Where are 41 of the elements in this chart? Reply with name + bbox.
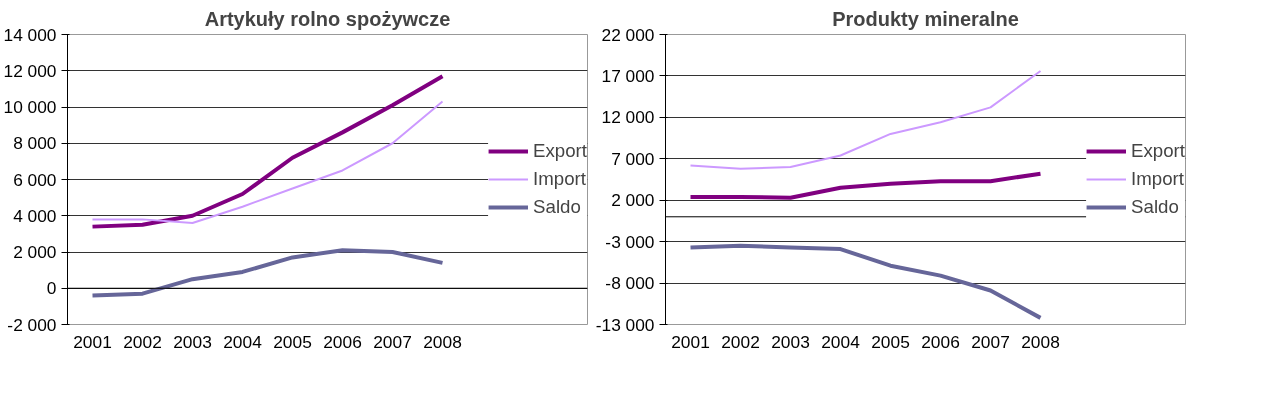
- chart-title: Artykuły rolno spożywcze: [204, 7, 451, 30]
- y-tick-label: 17 000: [601, 65, 655, 86]
- legend-label: Export: [533, 140, 587, 162]
- x-tick-label: 2007: [373, 331, 412, 352]
- legend-label: Saldo: [533, 196, 581, 218]
- x-tick-label: 2008: [423, 331, 462, 352]
- y-tick-label: 22 000: [601, 24, 655, 45]
- y-tick-label: 0: [46, 278, 57, 299]
- x-tick-label: 2002: [123, 331, 162, 352]
- y-tick-label: 12 000: [3, 60, 57, 81]
- x-tick-label: 2006: [921, 331, 960, 352]
- y-tick-label: -2 000: [7, 314, 57, 335]
- legend-label: Import: [1131, 168, 1184, 190]
- x-tick-label: 2007: [971, 331, 1010, 352]
- x-tick-label: 2001: [73, 331, 112, 352]
- x-tick-label: 2001: [671, 331, 710, 352]
- y-tick-label: 10 000: [3, 97, 57, 117]
- x-tick-label: 2004: [821, 331, 861, 352]
- y-tick-label: 7 000: [611, 148, 655, 169]
- y-tick-label: 12 000: [601, 107, 655, 128]
- y-tick-label: 2 000: [611, 190, 655, 211]
- y-tick-label: -13 000: [595, 314, 655, 335]
- legend-label: Saldo: [1131, 196, 1179, 218]
- x-tick-label: 2005: [273, 331, 312, 352]
- y-tick-label: 6 000: [13, 169, 57, 190]
- y-tick-label: 8 000: [13, 133, 57, 154]
- x-tick-label: 2002: [721, 331, 760, 352]
- chart-title: Produkty mineralne: [832, 7, 1019, 30]
- x-tick-label: 2005: [871, 331, 910, 352]
- y-tick-label: 4 000: [13, 205, 57, 226]
- x-tick-label: 2003: [771, 331, 810, 352]
- x-tick-label: 2004: [223, 331, 263, 352]
- legend-label: Export: [1131, 140, 1185, 162]
- y-tick-label: -8 000: [605, 273, 655, 294]
- y-tick-label: -3 000: [605, 231, 655, 252]
- x-tick-label: 2003: [173, 331, 212, 352]
- y-tick-label: 14 000: [3, 24, 57, 45]
- x-tick-label: 2008: [1021, 331, 1060, 352]
- x-tick-label: 2006: [323, 331, 362, 352]
- legend-label: Import: [533, 168, 586, 190]
- y-tick-label: 2 000: [13, 242, 57, 262]
